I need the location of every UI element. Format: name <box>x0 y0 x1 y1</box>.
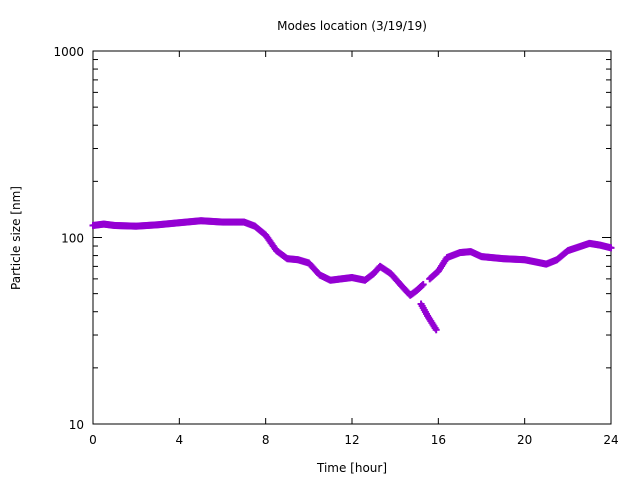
y-tick-label: 10 <box>69 418 84 432</box>
data-point <box>418 281 426 289</box>
y-tick-label: 1000 <box>53 45 84 59</box>
x-tick-label: 24 <box>603 433 618 447</box>
x-tick-label: 4 <box>176 433 184 447</box>
y-tick-label: 100 <box>61 232 84 246</box>
data-point <box>432 326 440 334</box>
x-tick-label: 16 <box>431 433 446 447</box>
chart-title: Modes location (3/19/19) <box>277 19 427 33</box>
x-tick-label: 0 <box>89 433 97 447</box>
data-point <box>607 244 615 252</box>
plot-frame <box>92 50 612 425</box>
y-axis-label: Particle size [nm] <box>9 186 23 290</box>
x-tick-label: 20 <box>517 433 532 447</box>
data-point <box>419 280 427 288</box>
x-tick-label: 12 <box>344 433 359 447</box>
x-axis-label: Time [hour] <box>316 461 387 475</box>
x-tick-label: 8 <box>262 433 270 447</box>
